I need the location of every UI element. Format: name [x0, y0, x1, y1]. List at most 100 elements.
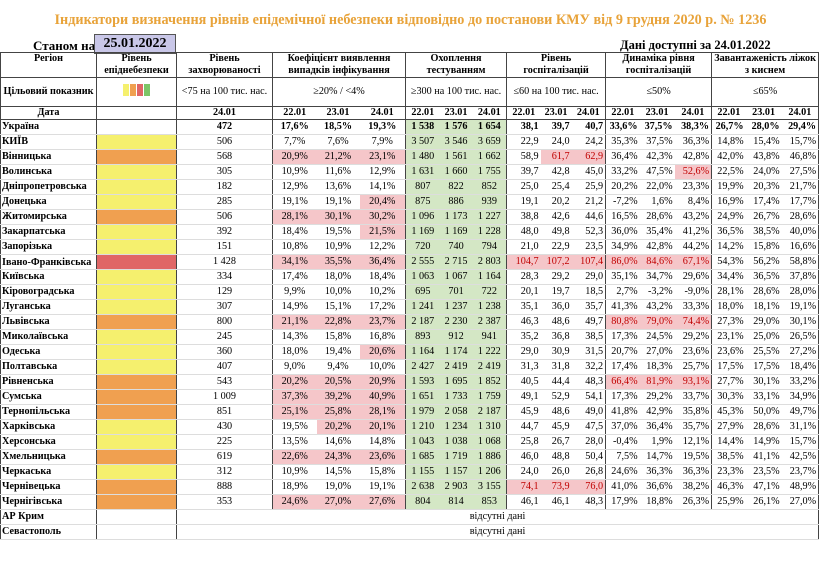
beds-value: 14,9%	[745, 434, 782, 450]
hosp-value: 25,4	[540, 179, 572, 195]
hosp-dyn-value: 38,2%	[674, 479, 713, 495]
incidence-value: 129	[176, 284, 273, 300]
beds-value: 28,6%	[745, 419, 782, 435]
date-col: 24.01	[359, 106, 407, 120]
beds-value: 18,1%	[745, 299, 782, 315]
hosp-target: ≤60 на 100 тис. нас.	[506, 77, 607, 107]
header-date: Дата	[0, 106, 97, 120]
testing-value: 1 241	[405, 299, 440, 315]
level-legend	[96, 77, 177, 107]
positivity-value: 18,4%	[359, 269, 407, 285]
testing-value: 1 593	[405, 374, 440, 390]
level-indicator	[96, 269, 177, 285]
hosp-dyn-value: 25,7%	[674, 359, 713, 375]
date-col: 22.01	[711, 106, 746, 120]
beds-value: 40,0%	[781, 224, 820, 240]
testing-value: 1 733	[439, 389, 473, 405]
beds-value: 34,4%	[711, 269, 746, 285]
testing-value: 1 685	[405, 449, 440, 465]
testing-value: 807	[405, 179, 440, 195]
hosp-value: 28,0	[571, 434, 607, 450]
beds-value: 54,3%	[711, 254, 746, 270]
hosp-dyn-value: 36,6%	[639, 479, 675, 495]
testing-value: 2 058	[439, 404, 473, 420]
incidence-value: 1 428	[176, 254, 273, 270]
testing-value: 720	[405, 239, 440, 255]
incidence-value: 407	[176, 359, 273, 375]
hosp-value: 52,3	[571, 224, 607, 240]
beds-value: 18,0%	[711, 299, 746, 315]
hosp-value: 52,9	[540, 389, 572, 405]
testing-value: 1 660	[439, 164, 473, 180]
header-hosp: Рівень госпіталізацій	[506, 52, 607, 78]
beds-value: 27,3%	[711, 314, 746, 330]
positivity-value: 9,9%	[272, 284, 317, 300]
testing-value: 3 155	[472, 479, 508, 495]
hosp-dyn-value: 17,4%	[605, 359, 640, 375]
testing-value: 2 427	[405, 359, 440, 375]
header-beds: Завантаженість ліжок з киснем	[711, 52, 820, 78]
beds-value: 37,8%	[781, 269, 820, 285]
incidence-value: 392	[176, 224, 273, 240]
table-row: Черкаська 312 10,9% 14,5% 15,8% 1 155 1 157 1 2…	[0, 464, 820, 480]
level-indicator	[96, 479, 177, 495]
beds-value: 36,5%	[745, 269, 782, 285]
hosp-value: 48,6	[540, 314, 572, 330]
level-indicator	[96, 299, 177, 315]
positivity-value: 7,9%	[359, 134, 407, 150]
positivity-value: 20,6%	[359, 344, 407, 360]
hosp-dyn-value: 28,6%	[639, 209, 675, 225]
hosp-dyn-value: 23,3%	[674, 179, 713, 195]
date-col: 24.01	[781, 106, 820, 120]
hosp-value: 31,8	[540, 359, 572, 375]
positivity-value: 30,2%	[359, 209, 407, 225]
hosp-value: 26,7	[540, 434, 572, 450]
header-level: Рівень епіднебезпеки	[96, 52, 177, 78]
hosp-value: 46,1	[540, 494, 572, 510]
incidence-value: 472	[176, 119, 273, 135]
hosp-value: 38,8	[506, 209, 541, 225]
hosp-dyn-value: 29,2%	[674, 329, 713, 345]
positivity-value: 10,9%	[272, 464, 317, 480]
testing-value: 3 659	[472, 134, 508, 150]
hosp-dyn-value: 36,4%	[605, 149, 640, 165]
level-indicator	[96, 329, 177, 345]
hosp-value: 48,8	[540, 449, 572, 465]
hosp-value: 45,0	[571, 164, 607, 180]
testing-value: 1 654	[472, 119, 508, 135]
testing-value: 804	[405, 494, 440, 510]
beds-value: 28,0%	[745, 119, 782, 135]
beds-value: 23,5%	[745, 464, 782, 480]
hosp-dyn-value: 18,3%	[639, 359, 675, 375]
hosp-dyn-value: 8,4%	[674, 194, 713, 210]
hosp-dyn-value: 20,2%	[605, 179, 640, 195]
region-name: Закарпатська	[0, 224, 97, 240]
positivity-value: 20,1%	[359, 419, 407, 435]
region-name: Чернігівська	[0, 494, 97, 510]
hosp-value: 19,7	[540, 284, 572, 300]
hosp-value: 22,9	[506, 134, 541, 150]
hosp-value: 107,4	[571, 254, 607, 270]
positivity-value: 20,2%	[272, 374, 317, 390]
hosp-value: 44,4	[540, 374, 572, 390]
region-name: Луганська	[0, 299, 97, 315]
hosp-dyn-value: -3,2%	[639, 284, 675, 300]
header-region: Регіон	[0, 52, 97, 65]
hosp-value: 46,3	[506, 314, 541, 330]
level-indicator	[96, 209, 177, 225]
hosp-value: 107,2	[540, 254, 572, 270]
table-row: Хмельницька 619 22,6% 24,3% 23,6% 1 685 1 719 1…	[0, 449, 820, 465]
hosp-value: 32,2	[571, 359, 607, 375]
region-name: Одеська	[0, 344, 97, 360]
testing-value: 2 419	[439, 359, 473, 375]
beds-value: 14,4%	[711, 434, 746, 450]
incidence-value: 305	[176, 164, 273, 180]
testing-value: 1 063	[405, 269, 440, 285]
hosp-value: 29,2	[540, 269, 572, 285]
incidence-value: 225	[176, 434, 273, 450]
table-row: Харківська 430 19,5% 20,2% 20,1% 1 210 1 234 1 …	[0, 419, 820, 435]
table-row: Сумська 1 009 37,3% 39,2% 40,9% 1 651 1 733 1 7…	[0, 389, 820, 405]
region-name: Чернівецька	[0, 479, 97, 495]
testing-value: 722	[472, 284, 508, 300]
testing-value: 1 979	[405, 404, 440, 420]
